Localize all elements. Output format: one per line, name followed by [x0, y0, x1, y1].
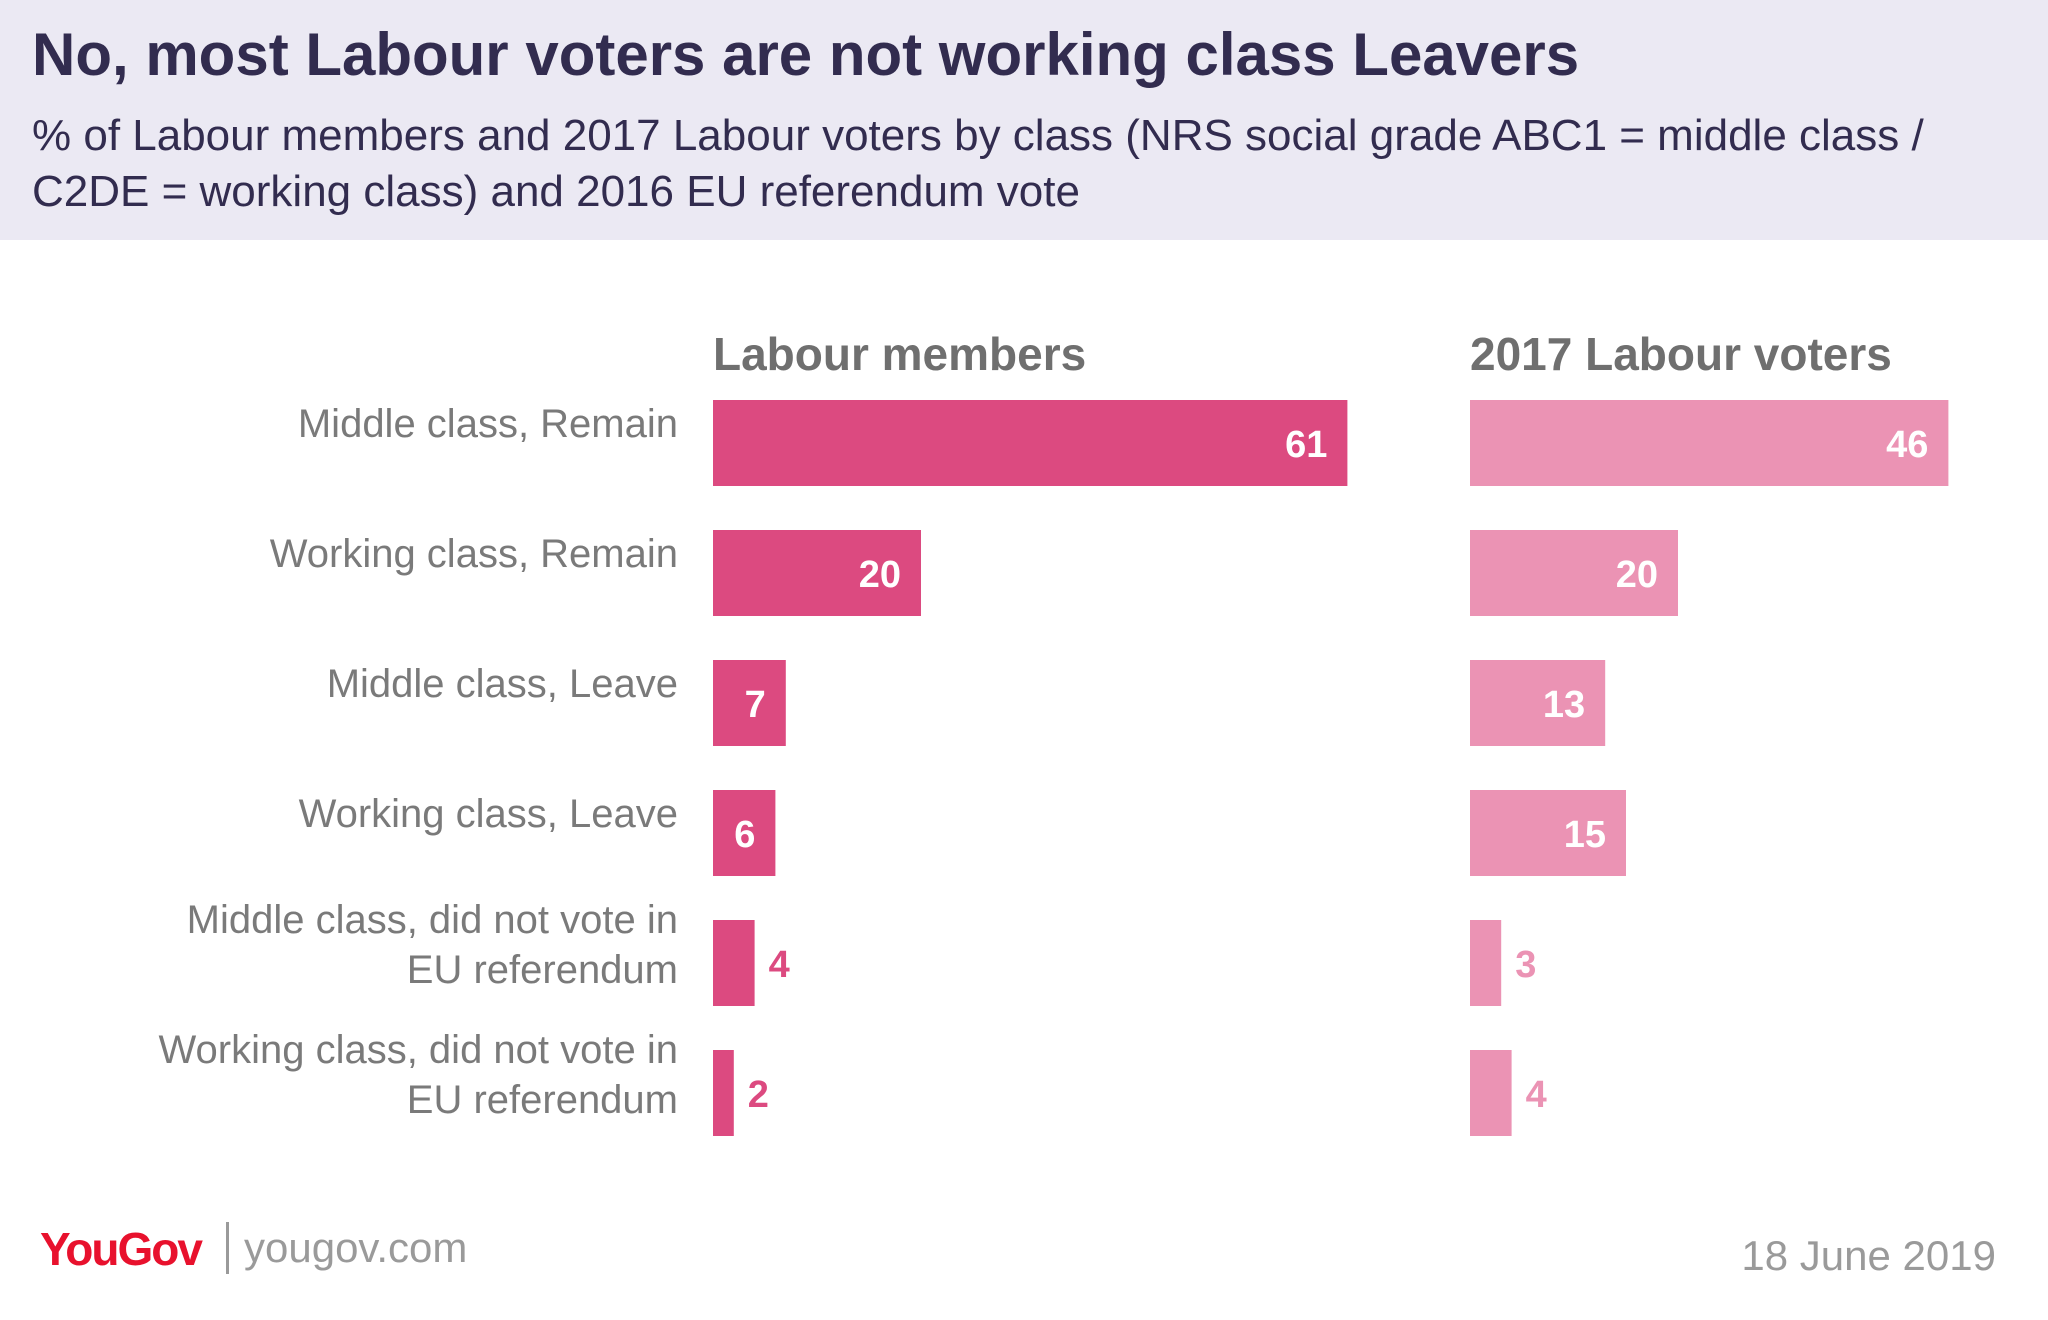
data-label: 20 [1616, 554, 1658, 596]
data-label: 4 [1526, 1074, 1547, 1116]
yougov-logo: YouGov [40, 1223, 203, 1275]
bar-chart: Middle class, Remain Working class, Remai… [158, 328, 1949, 1136]
bar [1470, 790, 1626, 876]
bar [1470, 400, 1949, 486]
bar [1470, 920, 1502, 1006]
category-label: Working class, Leave [299, 792, 678, 836]
header-band: No, most Labour voters are not working c… [0, 0, 2048, 240]
footer-divider [226, 1222, 229, 1274]
bar [1470, 660, 1606, 746]
data-label: 13 [1543, 684, 1585, 726]
panel-title: Labour members [713, 328, 1086, 380]
category-label: Working class, Remain [270, 532, 678, 576]
bar [1470, 1050, 1512, 1136]
bar [713, 530, 921, 616]
footer-date: 18 June 2019 [1741, 1232, 1996, 1279]
data-label: 20 [859, 554, 901, 596]
data-label: 6 [734, 814, 755, 856]
bar [713, 400, 1348, 486]
category-label: Middle class, Remain [298, 402, 678, 446]
data-label: 4 [769, 944, 790, 986]
panel-title: 2017 Labour voters [1470, 328, 1892, 380]
category-label: Working class, did not vote in EU referen… [158, 1028, 678, 1122]
data-label: 15 [1564, 814, 1606, 856]
footer-site: yougov.com [244, 1224, 468, 1271]
bar [713, 790, 776, 876]
data-label: 2 [748, 1074, 769, 1116]
data-label: 7 [745, 684, 766, 726]
data-label: 61 [1285, 424, 1327, 466]
bar [1470, 530, 1678, 616]
chart-title: No, most Labour voters are not working c… [32, 21, 1580, 88]
data-label: 3 [1515, 944, 1536, 986]
bar [713, 920, 755, 1006]
data-label: 46 [1886, 424, 1928, 466]
bar [713, 660, 786, 746]
category-label: Middle class, did not vote in EU referend… [187, 898, 678, 992]
chart-subtitle: % of Labour members and 2017 Labour vote… [32, 111, 1924, 216]
bar [713, 1050, 734, 1136]
category-label: Middle class, Leave [327, 662, 678, 706]
